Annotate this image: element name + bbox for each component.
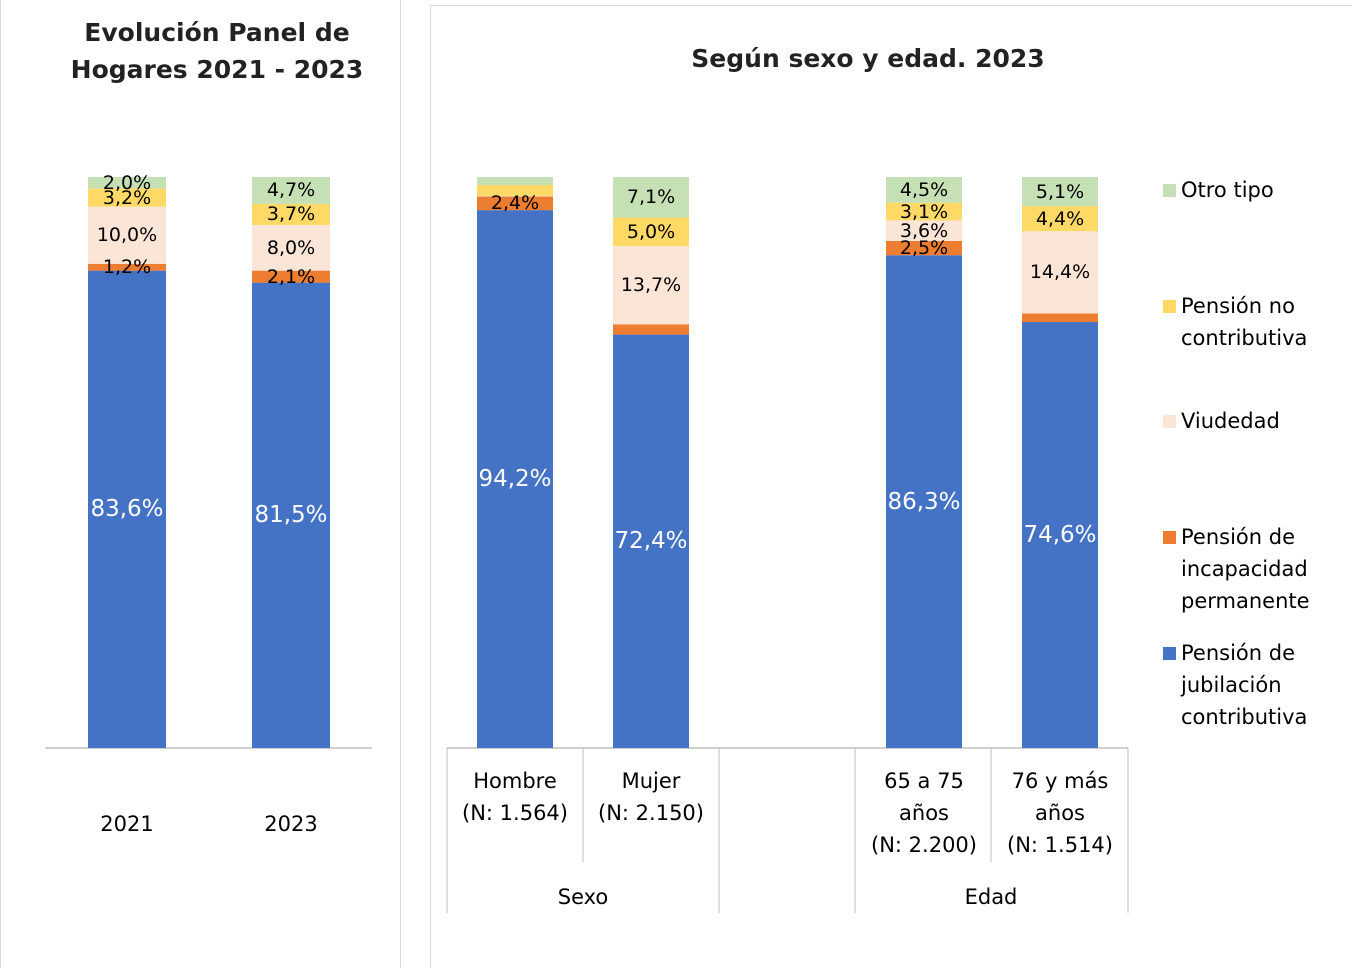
- bar-segment: [1022, 322, 1098, 748]
- bar-segment: [88, 206, 166, 264]
- chart-title: Según sexo y edad. 2023: [691, 44, 1045, 73]
- x-tick-label: Mujer (N: 2.150): [598, 769, 704, 825]
- bar-segment: [88, 263, 166, 271]
- group-label: Sexo: [557, 885, 609, 909]
- bar-segment: [252, 177, 330, 204]
- legend-label: Pensión de jubilación contributiva: [1181, 641, 1308, 729]
- bar-segment: [88, 188, 166, 207]
- data-label: 4,4%: [1035, 207, 1085, 230]
- bar-segment: [886, 202, 962, 221]
- bar-segment: [477, 177, 553, 185]
- data-label: 3,6%: [899, 219, 949, 242]
- bar-segment: [252, 282, 330, 748]
- data-label: 81,5%: [254, 502, 328, 529]
- data-label: 1,2%: [102, 256, 152, 279]
- data-label: 2,4%: [490, 192, 540, 215]
- data-label: 3,1%: [899, 200, 949, 223]
- x-tick-label: 76 y más años (N: 1.514): [1007, 769, 1113, 857]
- data-label: 3,7%: [266, 203, 316, 226]
- bar-segment: [613, 217, 689, 247]
- bar-segment: [886, 240, 962, 256]
- chart-title: Evolución Panel de Hogares 2021 - 2023: [70, 18, 364, 84]
- x-tick-label: 65 a 75 años (N: 2.200): [871, 769, 977, 857]
- data-label: 5,1%: [1035, 180, 1085, 203]
- data-label: 13,7%: [620, 274, 682, 297]
- bar-segment: [886, 255, 962, 749]
- bar-segment: [1022, 231, 1098, 314]
- data-label: 7,1%: [626, 186, 676, 209]
- bar-segment: [1022, 177, 1098, 207]
- bar-segment: [886, 177, 962, 203]
- chart-frame: [430, 5, 1352, 968]
- x-tick-label: Hombre (N: 1.564): [462, 769, 568, 825]
- bar-segment: [477, 210, 553, 749]
- legend-swatch: [1163, 415, 1176, 428]
- data-label: 94,2%: [478, 466, 552, 493]
- data-label: 8,0%: [266, 236, 316, 259]
- bar-segment: [886, 220, 962, 241]
- data-label: 72,4%: [614, 528, 688, 555]
- bar-segment: [477, 196, 553, 211]
- legend-label: Otro tipo: [1181, 178, 1274, 202]
- data-label: 74,6%: [1023, 522, 1097, 549]
- bar-segment: [252, 203, 330, 225]
- data-label: 10,0%: [96, 224, 158, 247]
- legend-swatch: [1163, 184, 1176, 197]
- data-label: 83,6%: [90, 496, 164, 523]
- bar-segment: [613, 324, 689, 335]
- legend-label: Viudedad: [1181, 409, 1280, 433]
- bar-segment: [252, 270, 330, 283]
- legend-swatch: [1163, 531, 1176, 544]
- data-label: 2,1%: [266, 265, 316, 288]
- data-label: 5,0%: [626, 220, 676, 243]
- data-label: 2,5%: [899, 237, 949, 260]
- data-label: 86,3%: [887, 488, 961, 515]
- bar-segment: [252, 224, 330, 271]
- bar-segment: [613, 246, 689, 325]
- legend-label: Pensión de incapacidad permanente: [1181, 525, 1310, 613]
- group-label: Edad: [964, 885, 1018, 909]
- bar-segment: [477, 184, 553, 196]
- bar-segment: [88, 177, 166, 189]
- legend-swatch: [1163, 647, 1176, 660]
- x-tick-label: 2021: [100, 812, 154, 836]
- x-tick-label: 2023: [264, 812, 318, 836]
- data-label: 2,0%: [102, 171, 152, 194]
- data-label: 4,5%: [899, 178, 949, 201]
- bar-segment: [1022, 313, 1098, 323]
- bar-segment: [1022, 206, 1098, 232]
- bar-segment: [613, 177, 689, 218]
- legend-label: Pensión no contributiva: [1181, 294, 1308, 350]
- chart-frame: [0, 0, 401, 968]
- legend-swatch: [1163, 300, 1176, 313]
- bar-segment: [88, 270, 166, 748]
- data-label: 4,7%: [266, 179, 316, 202]
- data-label: 14,4%: [1029, 261, 1091, 284]
- data-label: 3,2%: [102, 186, 152, 209]
- bar-segment: [477, 195, 553, 197]
- bar-segment: [613, 334, 689, 748]
